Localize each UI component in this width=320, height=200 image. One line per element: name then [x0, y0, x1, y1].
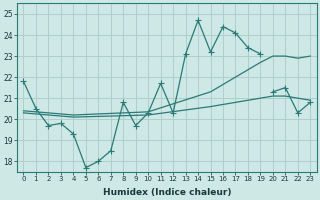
- X-axis label: Humidex (Indice chaleur): Humidex (Indice chaleur): [103, 188, 231, 197]
